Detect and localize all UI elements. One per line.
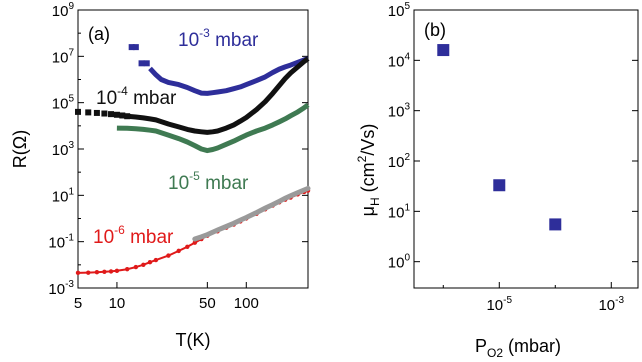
data-point <box>85 109 92 116</box>
data-point <box>93 109 100 116</box>
data-point <box>185 244 190 250</box>
panel-a-x-tick-label: 100 <box>234 295 259 312</box>
series-line <box>148 56 309 96</box>
panel-a-series <box>75 44 311 276</box>
data-point <box>493 179 506 192</box>
data-point <box>94 270 100 275</box>
panel-a-x-ticks: 5 10 50 100 <box>74 282 259 312</box>
panel-b-x-ticks: 10-5 10-3 <box>442 282 625 314</box>
data-point <box>437 44 450 57</box>
panel-a-y-tick-label: 109 <box>52 1 75 20</box>
series-1 <box>75 56 310 135</box>
panel-b-x-tick-label: 10-3 <box>598 295 624 314</box>
panel-b-label: (b) <box>424 20 446 40</box>
data-point <box>114 268 120 274</box>
series-2 <box>116 102 310 154</box>
panel-a-y-ticks: 10-3 10-1 101 103 105 107 109 <box>48 1 308 298</box>
panel-b-y-tick-label: 103 <box>388 102 411 121</box>
panel-b-y-ticks: 100 101 102 103 104 105 <box>388 1 638 272</box>
panel-a-x-axis-title: T(K) <box>176 330 211 350</box>
series-label-1e-4: 10-4 mbar <box>96 84 177 109</box>
series-line-fit <box>192 185 311 242</box>
panel-a-x-tick-label: 10 <box>109 295 126 312</box>
data-point <box>138 60 145 67</box>
panel-a-y-tick-label: 10-1 <box>48 233 74 252</box>
data-point <box>113 111 120 118</box>
panel-a-y-tick-label: 10-3 <box>48 279 74 298</box>
data-point <box>128 44 135 51</box>
panel-a-y-tick-label: 103 <box>52 140 75 159</box>
data-point <box>141 262 146 268</box>
data-point <box>101 110 108 117</box>
panel-b-x-tick-label: 10-5 <box>486 295 512 314</box>
panel-b-points <box>437 44 562 231</box>
panel-a-y-tick-label: 107 <box>52 47 75 66</box>
data-point <box>153 257 159 263</box>
series-label-1e-5: 10-5 mbar <box>168 169 249 194</box>
data-point <box>166 253 171 258</box>
panel-a: (a) 10-3 10-1 101 103 105 107 109 5 10 50 100 10-… <box>10 1 311 350</box>
data-point <box>119 112 126 119</box>
panel-b-y-tick-label: 100 <box>388 253 411 272</box>
data-point <box>132 44 139 51</box>
panel-b-y-axis-title: μH (cm2/Vs) <box>355 124 382 217</box>
data-point <box>147 259 153 265</box>
series-label-1e-6: 10-6 mbar <box>93 223 174 248</box>
data-point <box>75 270 81 276</box>
data-point <box>176 248 181 254</box>
data-point <box>108 111 115 118</box>
panel-b: (b) 100 101 102 103 104 105 10-5 10-3 μH (cm2/… <box>355 1 639 360</box>
panel-a-y-axis-title: R(Ω) <box>10 130 30 168</box>
data-point <box>124 266 130 272</box>
series-line <box>116 102 310 154</box>
data-point <box>86 270 91 275</box>
series-label-1e-3: 10-3 mbar <box>178 26 259 51</box>
panel-a-y-tick-label: 101 <box>52 186 75 205</box>
panel-a-x-tick-label: 50 <box>199 295 216 312</box>
data-point <box>102 269 107 275</box>
data-point <box>108 269 114 274</box>
panel-b-y-tick-label: 104 <box>388 51 411 70</box>
panel-b-plot-frame <box>413 9 639 289</box>
panel-b-y-tick-label: 101 <box>388 202 411 221</box>
panel-a-y-tick-label: 105 <box>52 94 75 113</box>
series-line <box>126 56 310 135</box>
panel-b-y-tick-label: 102 <box>388 152 411 171</box>
panel-b-x-axis-title: PO2 (mbar) <box>475 336 561 360</box>
data-point <box>549 218 562 231</box>
data-point <box>124 113 131 120</box>
data-point <box>192 240 198 245</box>
panel-a-x-tick-label: 5 <box>74 295 82 312</box>
series-0 <box>128 44 309 96</box>
panel-b-y-tick-label: 105 <box>388 1 411 20</box>
data-point <box>75 108 81 115</box>
panel-a-label: (a) <box>88 24 110 44</box>
data-point <box>143 60 150 67</box>
data-point <box>133 264 139 270</box>
